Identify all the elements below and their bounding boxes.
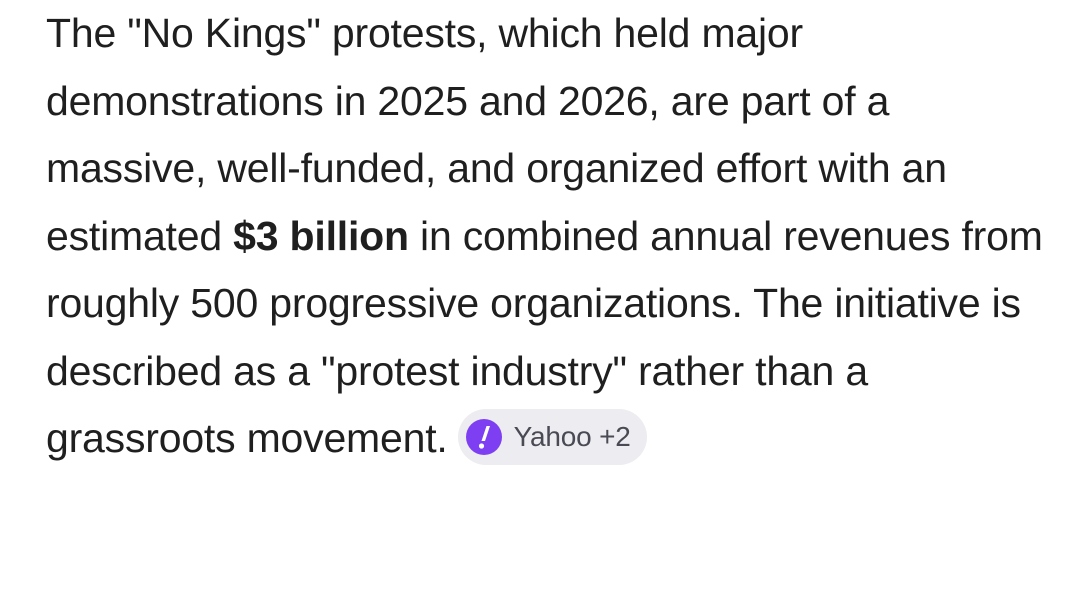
source-citation-chip[interactable]: Yahoo +2 — [457, 409, 647, 466]
answer-bold-amount: $3 billion — [233, 212, 409, 259]
answer-text-part2: in combined annual revenues from roughly… — [46, 212, 1043, 462]
source-chip-label: Yahoo +2 — [513, 421, 631, 453]
ai-answer-paragraph: The "No Kings" protests, which held majo… — [46, 0, 1046, 473]
yahoo-exclamation-icon — [465, 419, 502, 456]
answer-text-part1: The "No Kings" protests, which held majo… — [46, 10, 947, 259]
